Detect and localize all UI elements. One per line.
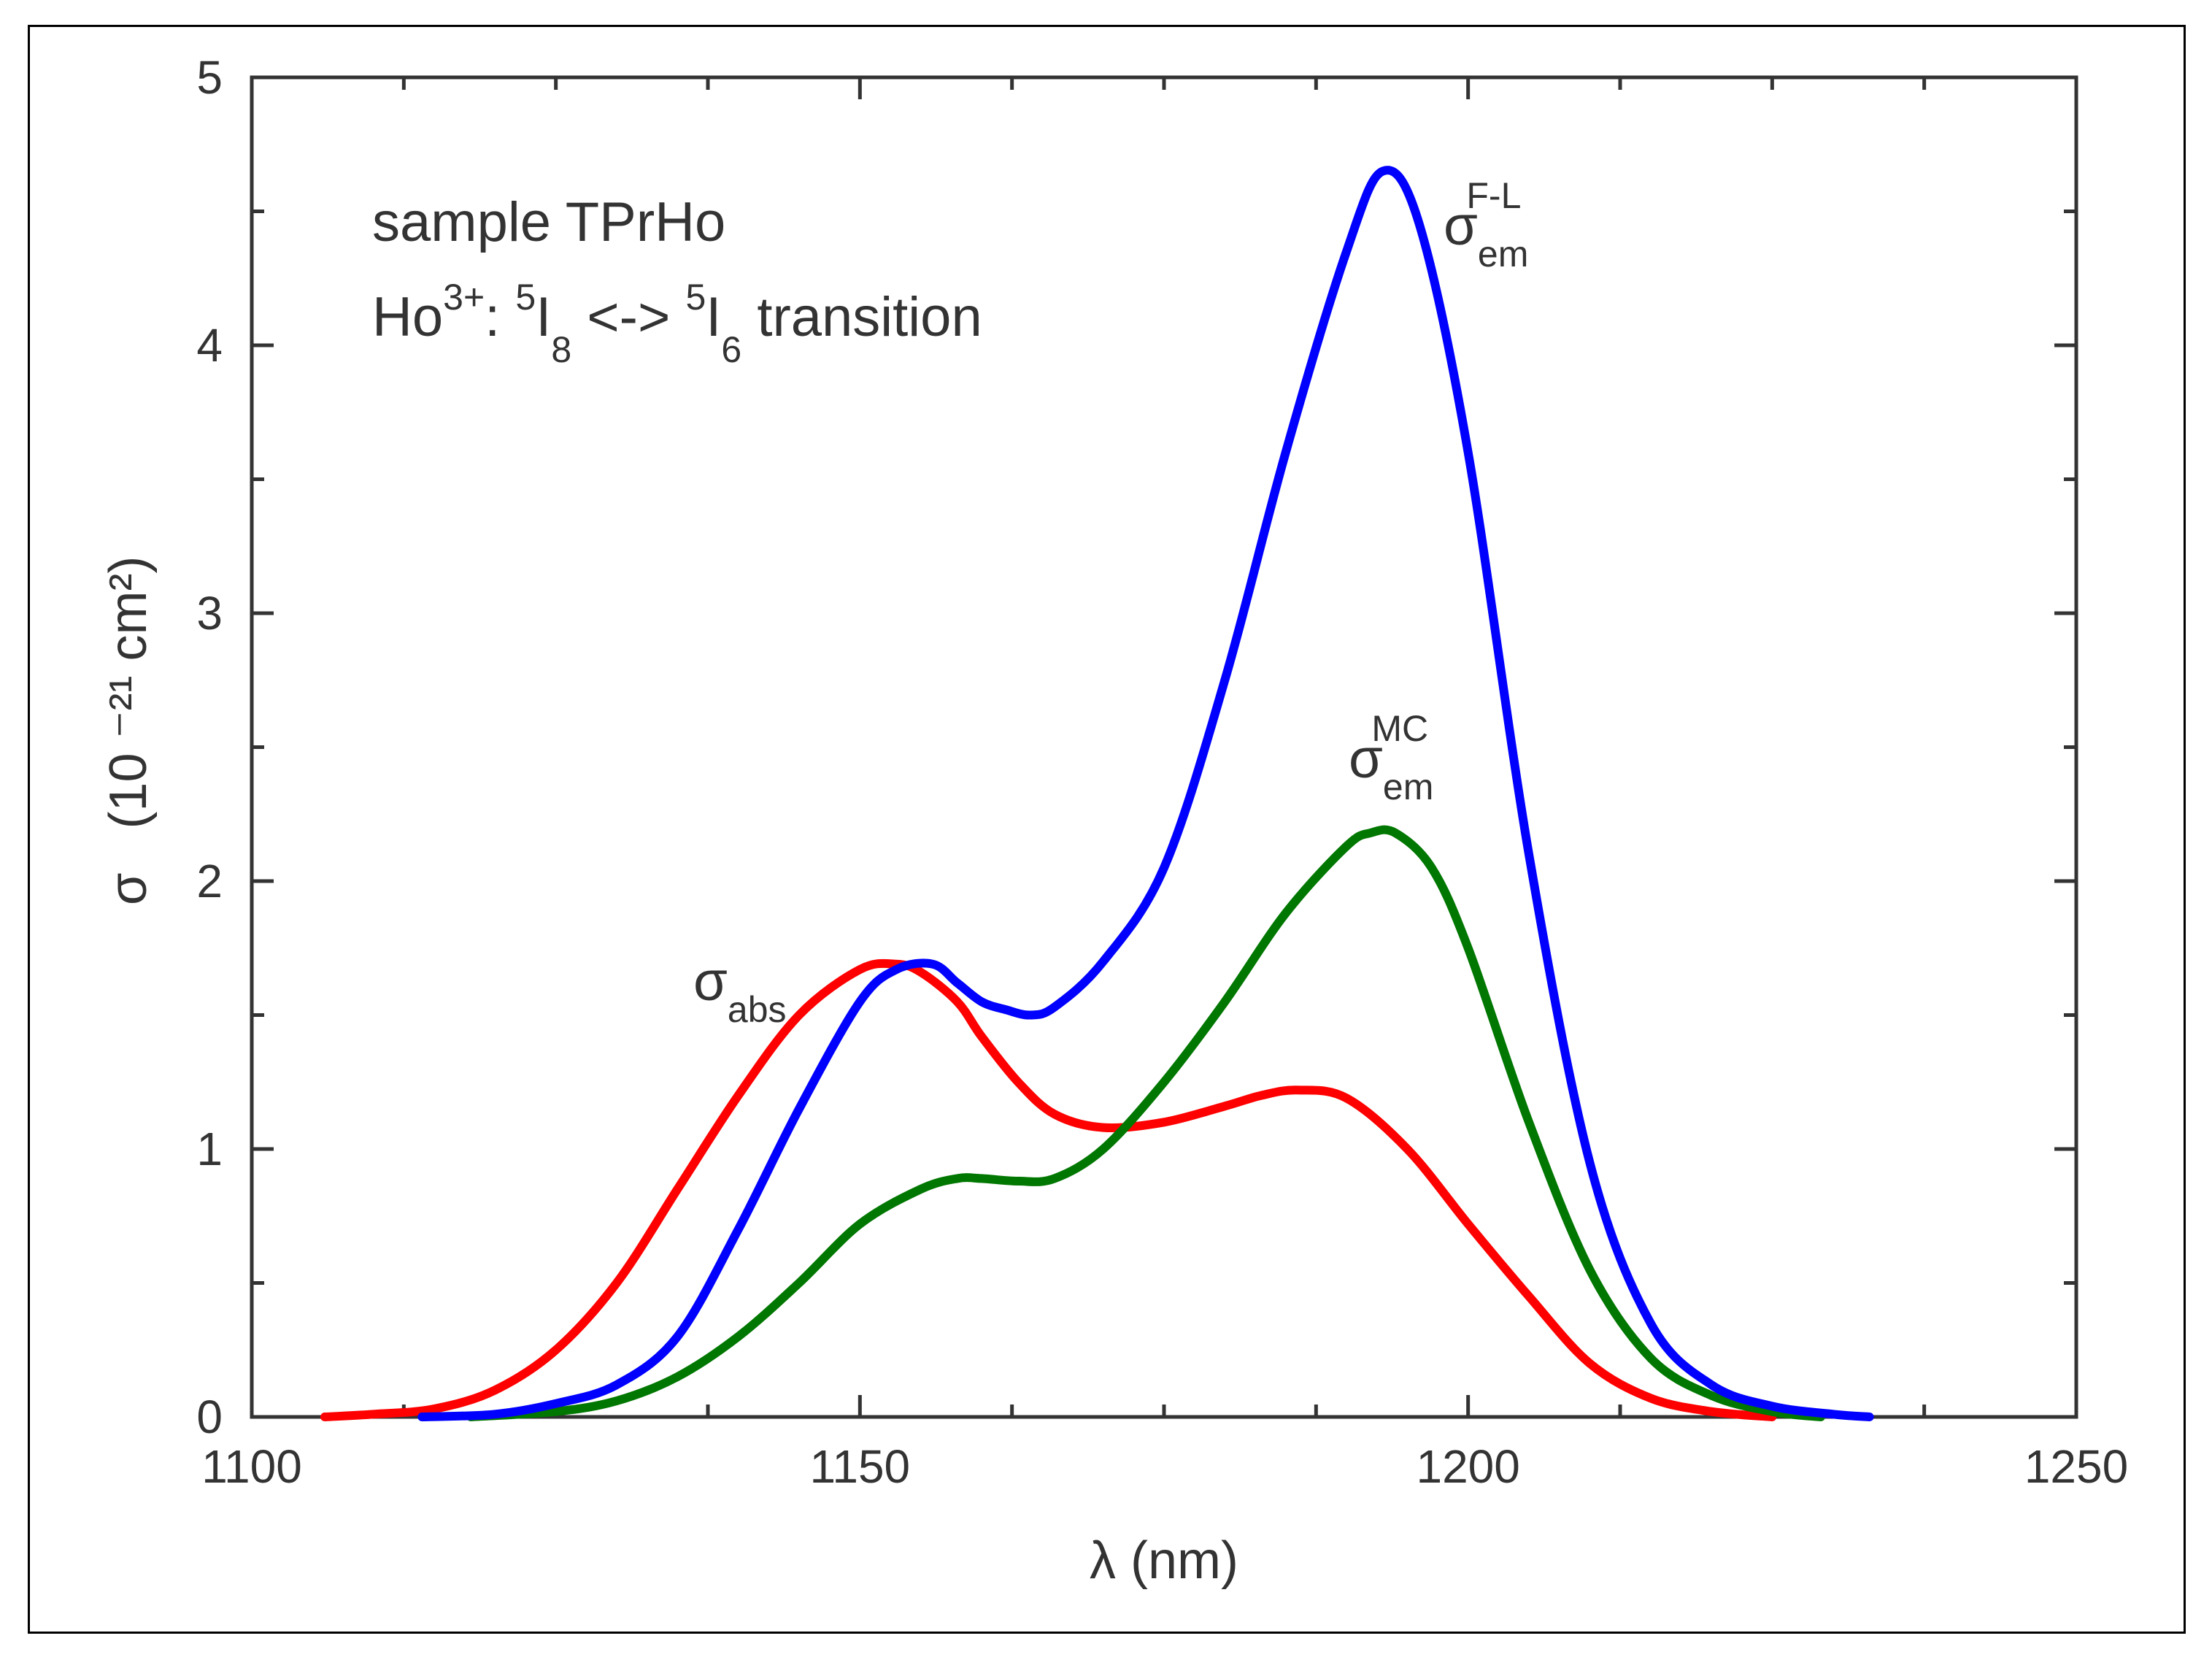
sample-annotation: sample TPrHo [372,191,725,253]
tick-labels: 1100 1150 1200 1250 0 1 2 3 4 5 [196,51,2128,1493]
x-tick-label: 1200 [1416,1440,1519,1493]
series-label-abs: σabs [693,950,787,1030]
x-axis-title: λ (nm) [1090,1532,1238,1590]
y-tick-label: 5 [196,51,223,104]
x-tick-label: 1100 [201,1440,302,1493]
y-tick-label: 1 [196,1123,223,1175]
y-tick-label: 4 [196,319,223,372]
axis-ticks [250,75,2078,1419]
y-axis-title: σ (10 ⁻²¹ cm²) [99,556,158,905]
series-line-fl [417,166,1874,1421]
series-label-fl: σemF-L [1444,175,1528,274]
x-tick-label: 1150 [810,1440,911,1493]
y-tick-label: 3 [196,587,223,639]
svg-text:σ (10 ⁻²¹ cm²): σ (10 ⁻²¹ cm²) [99,556,158,905]
y-tick-label: 2 [196,855,223,907]
y-axis-units: (10 ⁻²¹ cm²) [99,556,158,829]
series-label-mc: σemMC [1349,708,1433,807]
y-tick-label: 0 [196,1391,223,1443]
series-line-mc [466,825,1825,1421]
series-layer [320,166,1874,1421]
x-tick-label: 1250 [2024,1440,2128,1493]
transition-annotation: Ho3+: 5I8 <-> 5I6 transition [372,277,982,370]
figure-frame [28,25,2186,1634]
y-axis-symbol: σ [99,873,158,905]
series-line-abs [320,958,1777,1421]
